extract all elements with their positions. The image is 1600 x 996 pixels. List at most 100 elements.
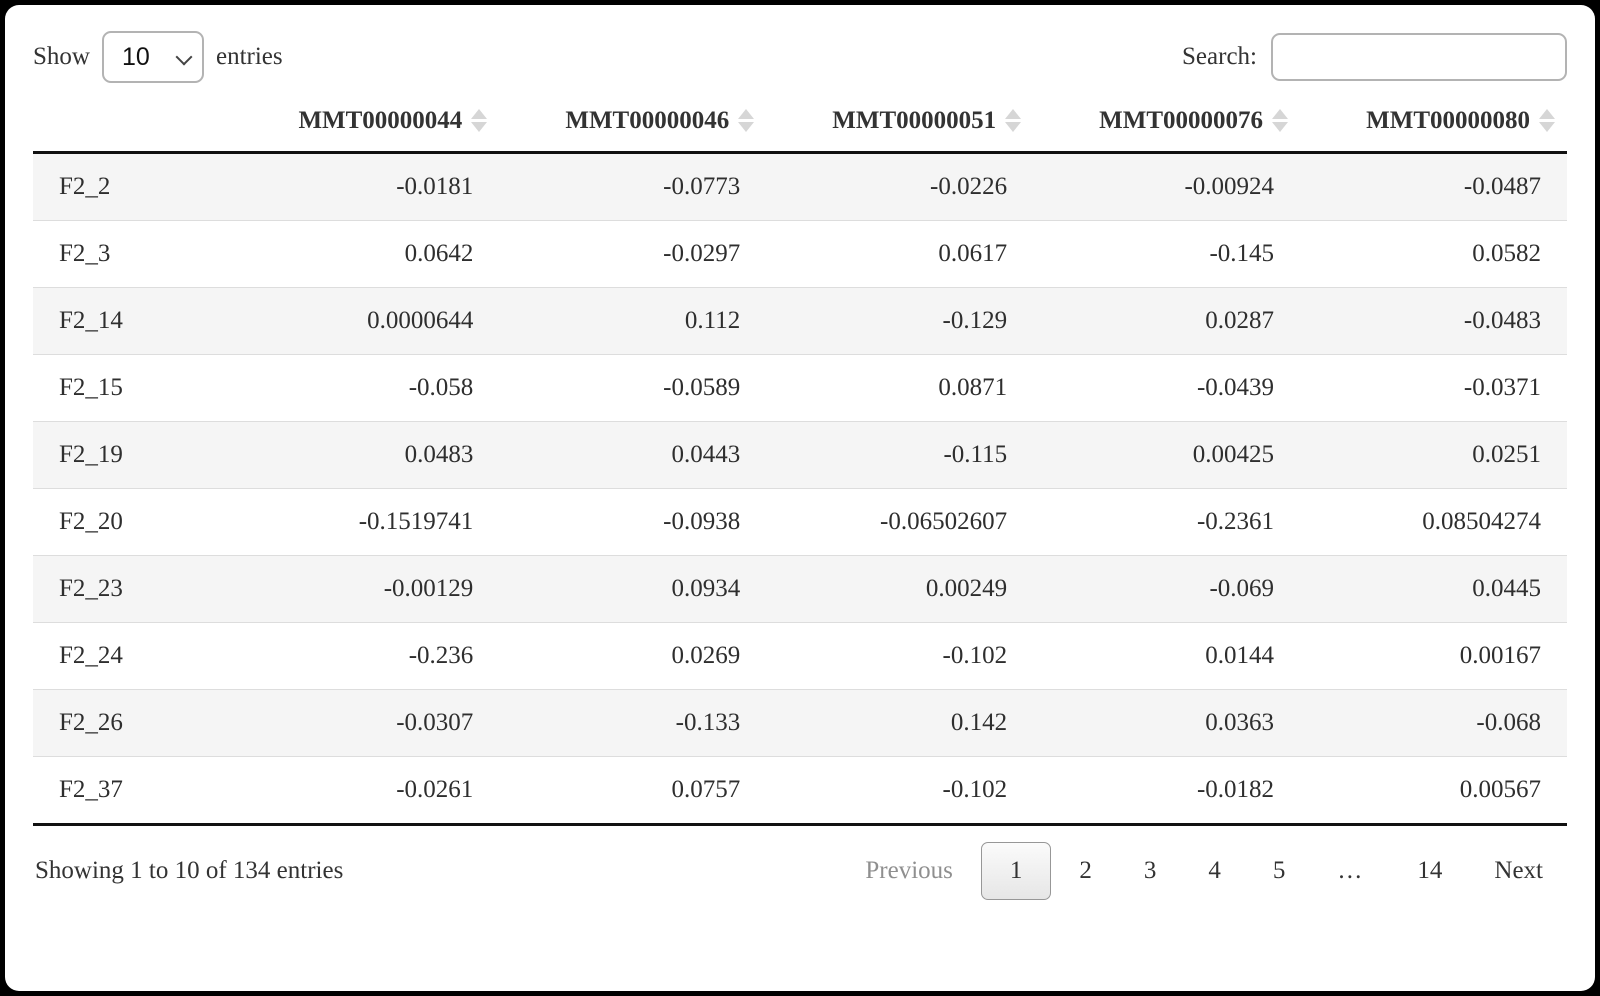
page-length-select[interactable]: 10 [101, 31, 204, 83]
row-name: F2_15 [59, 374, 123, 401]
cell: -0.068 [1476, 709, 1541, 736]
sort-icon [738, 108, 755, 132]
cell: 0.0251 [1472, 441, 1541, 468]
row-name: F2_3 [59, 240, 111, 267]
cell: 0.112 [684, 307, 741, 334]
page-length-select-wrap: 10 [101, 31, 204, 83]
pagination-page-14[interactable]: 14 [1417, 857, 1443, 884]
search-control: Search: [1182, 33, 1567, 81]
table-body: F2_2 -0.0181 -0.0773 -0.0226 -0.00924 -0.0487… [33, 152, 1567, 825]
cell: -0.00924 [1184, 173, 1275, 200]
cell: 0.00567 [1459, 776, 1541, 803]
table-info: Showing 1 to 10 of 134 entries [35, 857, 344, 884]
cell: 0.0871 [938, 374, 1008, 401]
header-label: MMT00000044 [298, 107, 463, 134]
cell: 0.0617 [938, 240, 1008, 267]
cell: -0.129 [942, 307, 1008, 334]
cell: 0.08504274 [1422, 508, 1541, 535]
pagination-page-5[interactable]: 5 [1272, 857, 1286, 884]
sort-icon [1272, 108, 1289, 132]
cell: -0.2361 [1196, 508, 1275, 535]
cell: -0.058 [408, 374, 474, 401]
cell: -0.0589 [663, 374, 741, 401]
cell: 0.0287 [1205, 307, 1275, 334]
pagination-ellipsis: … [1337, 857, 1366, 884]
cell: -0.069 [1209, 575, 1275, 602]
pagination-page-1[interactable]: 1 [980, 842, 1052, 900]
table-controls-bar: Show 10 entries Search: [33, 29, 1567, 85]
cell: 0.0443 [671, 441, 741, 468]
cell: -0.0182 [1196, 776, 1275, 803]
table-row: F2_23 -0.00129 0.0934 0.00249 -0.069 0.0445 [33, 555, 1567, 623]
sort-icon [1005, 108, 1022, 132]
cell: -0.0487 [1463, 173, 1541, 200]
cell: 0.0000644 [367, 307, 474, 334]
pagination-previous[interactable]: Previous [865, 857, 953, 884]
sort-icon [1539, 108, 1555, 132]
entries-label: entries [215, 43, 283, 70]
row-name: F2_26 [59, 709, 123, 736]
cell: 0.0363 [1205, 709, 1275, 736]
header-cell-blank[interactable] [33, 95, 232, 153]
table-row: F2_24 -0.236 0.0269 -0.102 0.0144 0.00167 [33, 622, 1567, 690]
pagination-next[interactable]: Next [1494, 857, 1543, 884]
cell: 0.00167 [1459, 642, 1541, 669]
search-label: Search: [1182, 43, 1257, 70]
table-row: F2_15 -0.058 -0.0589 0.0871 -0.0439 -0.0371 [33, 354, 1567, 422]
row-name: F2_19 [59, 441, 123, 468]
row-name: F2_37 [59, 776, 123, 803]
datatable-card: Show 10 entries Search: MMT00000044 MMT00… [5, 5, 1595, 991]
cell: -0.06502607 [880, 508, 1008, 535]
cell: 0.142 [950, 709, 1008, 736]
cell: -0.102 [942, 642, 1008, 669]
cell: -0.0439 [1196, 374, 1275, 401]
table-row: F2_20 -0.1519741 -0.0938 -0.06502607 -0.2361… [33, 488, 1567, 556]
header-label: MMT00000080 [1366, 107, 1530, 134]
cell: 0.0757 [671, 776, 741, 803]
table-footer-bar: Showing 1 to 10 of 134 entries Previous 1… [33, 842, 1567, 900]
pagination-page-4[interactable]: 4 [1208, 857, 1221, 884]
header-cell-MMT00000080[interactable]: MMT00000080 [1300, 95, 1567, 153]
cell: -0.0261 [396, 776, 474, 803]
cell: 0.0934 [671, 575, 741, 602]
show-label: Show [33, 43, 90, 70]
header-label: MMT00000046 [565, 107, 730, 134]
cell: -0.0371 [1463, 374, 1541, 401]
header-label: MMT00000051 [832, 107, 997, 134]
cell: -0.102 [942, 776, 1008, 803]
cell: 0.0642 [404, 240, 474, 267]
cell: -0.0297 [663, 240, 741, 267]
cell: -0.115 [943, 441, 1008, 468]
table-row: F2_26 -0.0307 -0.133 0.142 0.0363 -0.068 [33, 689, 1567, 757]
header-cell-MMT00000046[interactable]: MMT00000046 [499, 95, 766, 153]
cell: 0.00249 [925, 575, 1008, 602]
table-row: F2_37 -0.0261 0.0757 -0.102 -0.0182 0.00567 [33, 756, 1567, 825]
header-cell-MMT00000044[interactable]: MMT00000044 [232, 95, 499, 153]
cell: -0.0226 [930, 173, 1008, 200]
pagination-page-3[interactable]: 3 [1143, 857, 1157, 884]
header-cell-MMT00000076[interactable]: MMT00000076 [1033, 95, 1300, 153]
pagination-page-2[interactable]: 2 [1079, 857, 1092, 884]
cell: -0.1519741 [358, 508, 474, 535]
cell: -0.0938 [663, 508, 741, 535]
page-length-control: Show 10 entries [33, 31, 283, 83]
cell: 0.0582 [1472, 240, 1541, 267]
cell: 0.0445 [1472, 575, 1541, 602]
row-name: F2_24 [59, 642, 123, 669]
cell: 0.0269 [671, 642, 741, 669]
sort-icon [471, 108, 488, 132]
cell: -0.0181 [396, 173, 474, 200]
table-row: F2_19 0.0483 0.0443 -0.115 0.00425 0.0251 [33, 421, 1567, 489]
row-name: F2_2 [59, 173, 111, 200]
header-cell-MMT00000051[interactable]: MMT00000051 [766, 95, 1033, 153]
cell: 0.00425 [1192, 441, 1275, 468]
cell: -0.145 [1209, 240, 1275, 267]
cell: -0.133 [675, 709, 741, 736]
search-input[interactable] [1271, 33, 1567, 81]
cell: 0.0483 [404, 441, 474, 468]
table-row: F2_3 0.0642 -0.0297 0.0617 -0.145 0.0582 [33, 220, 1567, 288]
row-name: F2_23 [59, 575, 123, 602]
data-table: MMT00000044 MMT00000046 MMT00000051 MMT0000… [33, 95, 1567, 826]
pagination: Previous 1 2 3 4 5 … 14 Next [841, 842, 1567, 900]
cell: -0.00129 [383, 575, 474, 602]
